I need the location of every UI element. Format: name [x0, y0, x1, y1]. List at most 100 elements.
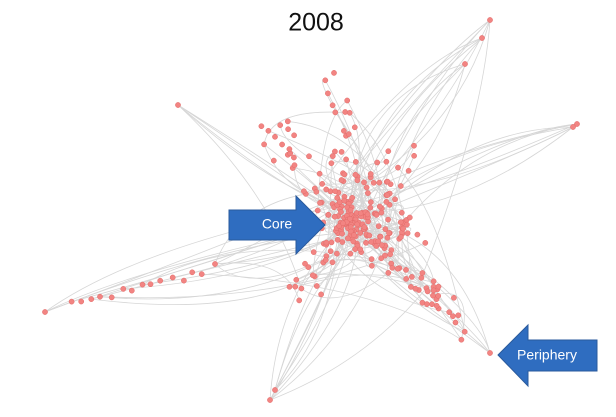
- edge: [387, 37, 483, 238]
- node: [389, 264, 396, 271]
- edge: [292, 167, 383, 246]
- node: [422, 240, 429, 246]
- node: [570, 124, 576, 130]
- edge: [269, 243, 358, 401]
- node: [329, 102, 336, 109]
- node: [394, 265, 401, 272]
- node: [343, 156, 349, 163]
- node: [347, 207, 354, 213]
- node: [346, 109, 353, 116]
- node: [376, 203, 383, 210]
- node: [382, 252, 388, 259]
- node: [374, 159, 381, 166]
- arrow-shape: [228, 194, 326, 256]
- node: [418, 274, 425, 281]
- node: [348, 228, 354, 235]
- node: [286, 146, 293, 152]
- node: [88, 296, 95, 302]
- node: [305, 264, 312, 270]
- node: [339, 230, 345, 237]
- node: [267, 397, 273, 403]
- node: [291, 154, 297, 161]
- node: [350, 238, 357, 245]
- node: [325, 90, 331, 97]
- node: [331, 70, 337, 76]
- node: [461, 328, 468, 335]
- node: [78, 298, 85, 305]
- node: [286, 283, 293, 290]
- node: [378, 255, 385, 262]
- core-label: Core: [262, 216, 293, 232]
- edge: [349, 112, 412, 287]
- edge: [432, 293, 465, 340]
- title: 2008: [288, 9, 344, 37]
- node: [361, 179, 367, 186]
- edge: [365, 216, 412, 288]
- edge: [334, 216, 362, 254]
- node: [279, 141, 285, 148]
- node: [487, 350, 493, 356]
- node: [373, 243, 380, 249]
- node: [329, 259, 336, 266]
- periphery-arrow: Periphery: [497, 323, 598, 388]
- edge: [338, 19, 491, 193]
- node: [344, 97, 351, 104]
- edge: [367, 221, 423, 303]
- node: [361, 224, 368, 230]
- node: [317, 200, 323, 206]
- node: [292, 283, 299, 290]
- node: [331, 213, 338, 220]
- edge: [324, 80, 377, 246]
- node: [430, 292, 436, 299]
- node: [139, 281, 146, 288]
- node: [349, 194, 356, 201]
- node: [430, 287, 437, 294]
- node: [351, 124, 358, 131]
- node: [352, 171, 359, 178]
- node: [406, 214, 413, 221]
- node: [458, 336, 465, 343]
- node: [296, 297, 303, 304]
- node: [435, 283, 442, 290]
- node: [375, 223, 382, 230]
- node: [325, 211, 332, 218]
- node: [338, 209, 344, 215]
- node: [387, 251, 394, 258]
- node: [364, 211, 371, 218]
- edge: [177, 104, 357, 214]
- node: [334, 250, 340, 257]
- node: [384, 192, 391, 199]
- node: [405, 167, 412, 174]
- node: [365, 190, 371, 196]
- node: [314, 207, 321, 214]
- node: [301, 188, 307, 195]
- node: [338, 149, 345, 155]
- node: [332, 109, 339, 116]
- node: [272, 133, 278, 140]
- node: [385, 148, 392, 155]
- node: [347, 215, 353, 222]
- node: [403, 267, 409, 273]
- edge: [177, 104, 358, 225]
- edges: [44, 19, 578, 401]
- node: [97, 293, 103, 300]
- node: [404, 230, 411, 237]
- node: [373, 212, 380, 218]
- edge: [421, 19, 491, 278]
- node: [285, 126, 291, 133]
- node: [293, 276, 300, 283]
- node: [329, 153, 336, 159]
- node: [344, 235, 351, 242]
- node: [411, 142, 417, 149]
- node: [574, 121, 580, 127]
- node: [339, 239, 346, 245]
- node: [395, 164, 401, 171]
- node: [403, 276, 410, 282]
- edge: [371, 123, 578, 267]
- node: [411, 152, 417, 159]
- node: [322, 77, 329, 84]
- node: [328, 239, 335, 246]
- edge: [301, 259, 398, 289]
- periphery-label: Periphery: [517, 347, 577, 363]
